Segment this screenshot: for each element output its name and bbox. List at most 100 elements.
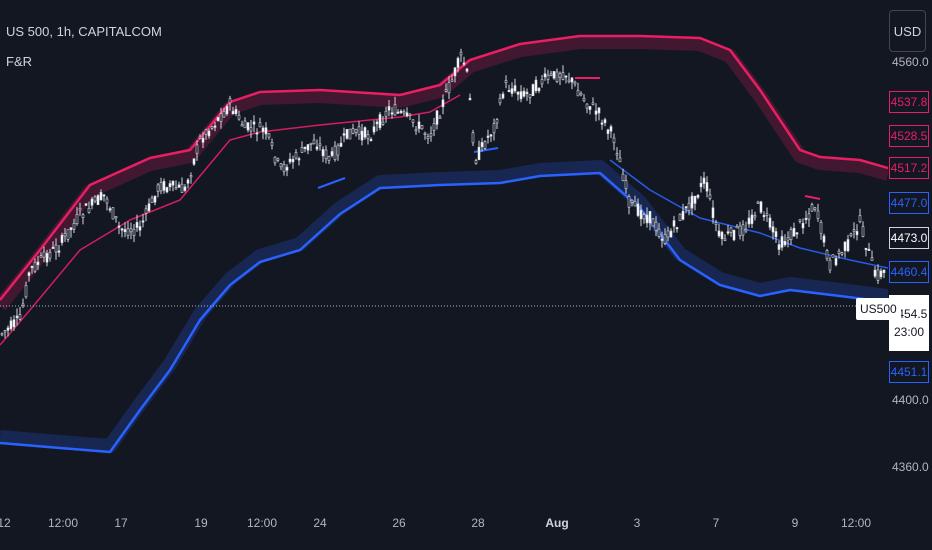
candle-body: [438, 116, 442, 119]
indicator-label[interactable]: F&R: [6, 54, 32, 69]
candle-body: [219, 113, 223, 122]
candle-body: [186, 179, 190, 184]
candle-body: [132, 228, 136, 236]
candle-body: [777, 244, 781, 250]
candle-body: [657, 228, 661, 237]
candle-body: [402, 111, 406, 114]
candle-body: [324, 149, 328, 160]
candle-body: [249, 127, 253, 132]
candle-body: [741, 224, 745, 236]
candle-body: [702, 177, 706, 184]
chart-area[interactable]: US 500, 1h, CAPITALCOM F&R: [0, 0, 888, 510]
candle-body: [870, 257, 874, 261]
candle-body: [228, 98, 232, 104]
candle-body: [420, 125, 424, 130]
candle-body: [462, 62, 466, 65]
candle-body: [699, 183, 703, 188]
candle-body: [393, 104, 397, 116]
candle-body: [732, 230, 736, 241]
candle-body: [570, 77, 574, 83]
candle-body: [387, 106, 391, 111]
currency-button[interactable]: USD: [889, 10, 926, 52]
candle-body: [681, 210, 685, 220]
time-tick: 28: [471, 516, 485, 530]
candle-body: [753, 215, 757, 218]
candle-body: [24, 285, 28, 298]
candle-body: [495, 119, 499, 124]
candle-body: [861, 226, 865, 237]
candle-body: [33, 261, 37, 272]
candle-body: [429, 133, 433, 137]
price-axis[interactable]: 4560.0 4537.8 4528.5 4517.2 4477.0 4473.…: [888, 0, 932, 510]
candle-body: [594, 110, 598, 115]
candle-body: [336, 144, 340, 156]
candle-body: [669, 230, 673, 238]
candle-body: [231, 110, 235, 115]
candle-body: [300, 147, 304, 153]
candle-body: [789, 229, 793, 241]
candle-body: [678, 213, 682, 221]
candle-body: [246, 122, 250, 131]
candle-body: [492, 123, 496, 134]
candle-body: [384, 110, 388, 117]
candle-body: [333, 145, 337, 161]
price-chart[interactable]: [0, 0, 888, 510]
candle-body: [864, 247, 868, 251]
candle-body: [843, 241, 847, 252]
candle-body: [192, 158, 196, 165]
candle-body: [357, 126, 361, 135]
upper-band-area: [0, 35, 888, 311]
candle-body: [282, 164, 286, 172]
candle-body: [360, 130, 364, 141]
candle-body: [615, 153, 619, 156]
candle-body: [771, 226, 775, 233]
candle-body: [267, 133, 271, 138]
time-tick: 12:00: [47, 516, 79, 530]
candle-body: [879, 270, 883, 278]
candle-body: [825, 250, 829, 260]
candle-body: [765, 213, 769, 216]
candle-body: [555, 71, 559, 82]
candle-body: [396, 111, 400, 114]
candle-body: [501, 93, 505, 99]
candle-body: [510, 88, 514, 94]
candle-body: [153, 195, 157, 203]
candle-body: [204, 129, 208, 135]
candle-body: [327, 156, 331, 161]
candle-body: [516, 91, 520, 95]
candle-body: [381, 121, 385, 125]
candle-body: [663, 234, 667, 244]
candle-body: [237, 114, 241, 120]
candle-body: [534, 79, 538, 92]
candle-body: [273, 156, 277, 164]
candle-body: [837, 250, 841, 254]
candle-body: [780, 236, 784, 248]
candle-body: [564, 75, 568, 78]
price-tick: 4560.0: [892, 55, 929, 69]
candle-body: [621, 173, 625, 182]
candle-body: [873, 269, 877, 277]
candle-body: [12, 319, 16, 328]
candle-body: [567, 79, 571, 82]
candle-body: [225, 106, 229, 115]
candle-body: [408, 113, 412, 116]
candle-body: [351, 128, 355, 134]
candle-body: [588, 106, 592, 110]
candle-body: [627, 196, 631, 208]
candle-body: [243, 120, 247, 129]
lower-band-mid-tag: 4460.4: [889, 261, 929, 283]
candle-body: [483, 141, 487, 149]
lower-band-outer-tag: 4451.1: [889, 361, 929, 383]
candle-body: [291, 159, 295, 163]
time-axis[interactable]: 12 12:00 17 19 12:00 24 26 28 Aug 3 7 9 …: [0, 510, 888, 550]
time-tick: 12:00: [246, 516, 278, 530]
candle-body: [288, 158, 292, 163]
candle-body: [858, 215, 862, 223]
candle-body: [87, 208, 91, 213]
candle-body: [636, 203, 640, 216]
candle-body: [486, 135, 490, 138]
lower-band-inner-tag: 4477.0: [889, 192, 929, 214]
candle-body: [21, 303, 25, 306]
candle-body: [84, 203, 88, 206]
candle-body: [414, 129, 418, 132]
